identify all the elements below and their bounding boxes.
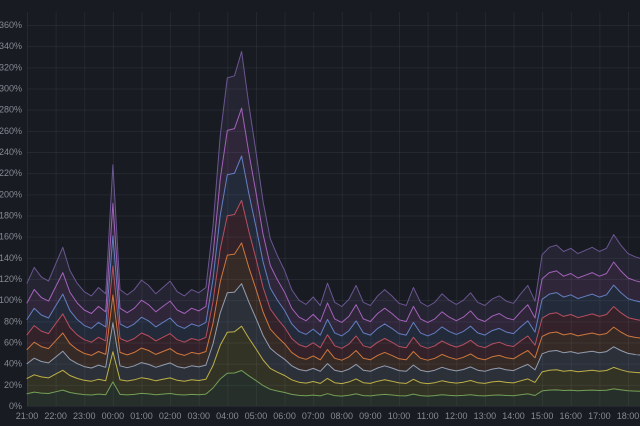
y-axis-tick-label: 60% <box>4 338 22 348</box>
x-axis-tick-label: 21:00 <box>16 411 39 421</box>
x-axis-labels: 21:00 22:00 23:00 00:00 01:00 02:00 03:00 04:00… <box>16 411 640 421</box>
x-axis-tick-label: 00:00 <box>102 411 125 421</box>
y-axis-tick-label: 20% <box>4 380 22 390</box>
y-axis-tick-label: 140% <box>0 253 22 263</box>
x-axis-tick-label: 09:00 <box>359 411 382 421</box>
x-axis-tick-label: 08:00 <box>331 411 354 421</box>
series-line-slate-blue <box>26 283 640 373</box>
x-axis-tick-label: 22:00 <box>44 411 67 421</box>
y-axis-tick-label: 260% <box>0 126 22 136</box>
y-axis-tick-label: 220% <box>0 168 22 178</box>
y-axis-tick-label: 340% <box>0 41 22 51</box>
x-axis-tick-label: 07:00 <box>302 411 325 421</box>
x-axis-tick-label: 18:00 <box>617 411 640 421</box>
series-area-red <box>27 200 640 361</box>
series-area-slate-blue <box>27 283 640 384</box>
x-axis-tick-label: 01:00 <box>130 411 153 421</box>
y-axis-tick-label: 320% <box>0 62 22 72</box>
series-line-red <box>26 199 640 349</box>
y-axis-tick-label: 40% <box>4 359 22 369</box>
series-area-orange <box>27 242 640 372</box>
x-axis-tick-label: 02:00 <box>159 411 182 421</box>
series-areas <box>26 51 640 406</box>
series-area-purple <box>27 51 640 323</box>
y-axis-tick-label: 0% <box>9 401 22 411</box>
y-axis-tick-label: 160% <box>0 232 22 242</box>
y-axis-tick-label: 80% <box>4 316 22 326</box>
x-axis-tick-label: 03:00 <box>187 411 210 421</box>
series-line-magenta <box>26 107 640 323</box>
y-axis-tick-label: 120% <box>0 274 22 284</box>
x-axis-tick-label: 23:00 <box>73 411 96 421</box>
x-axis-tick-label: 17:00 <box>588 411 611 421</box>
x-axis-tick-label: 11:00 <box>417 411 439 421</box>
grid-lines <box>27 12 640 407</box>
y-axis-tick-label: 300% <box>0 84 22 94</box>
y-axis-tick-label: 100% <box>0 295 22 305</box>
y-axis-tick-label: 360% <box>0 20 22 30</box>
x-axis-tick-label: 06:00 <box>273 411 296 421</box>
x-axis-tick-label: 13:00 <box>474 411 497 421</box>
x-axis-tick-label: 16:00 <box>559 411 582 421</box>
y-axis-labels: 0% 20% 40% 60% 80% 100% 120% 140% 160% 180% 200% 22… <box>0 20 22 411</box>
x-axis-tick-label: 12:00 <box>445 411 468 421</box>
y-axis-tick-label: 240% <box>0 147 22 157</box>
x-axis-tick-label: 10:00 <box>388 411 411 421</box>
y-axis-tick-label: 200% <box>0 189 22 199</box>
series-area-magenta <box>27 108 640 336</box>
series-area-green <box>27 370 640 406</box>
x-axis-tick-label: 15:00 <box>531 411 554 421</box>
series-line-purple <box>26 51 640 307</box>
x-axis-tick-label: 14:00 <box>502 411 525 421</box>
series-line-green <box>26 370 640 397</box>
x-axis-tick-label: 04:00 <box>216 411 239 421</box>
series-line-orange <box>26 242 640 361</box>
y-axis-tick-label: 180% <box>0 211 22 221</box>
series-line-olive-yellow <box>26 325 640 385</box>
series-line-blue <box>26 155 640 337</box>
x-axis-tick-label: 05:00 <box>245 411 268 421</box>
series-area-blue <box>27 156 640 349</box>
y-axis-tick-label: 280% <box>0 105 22 115</box>
